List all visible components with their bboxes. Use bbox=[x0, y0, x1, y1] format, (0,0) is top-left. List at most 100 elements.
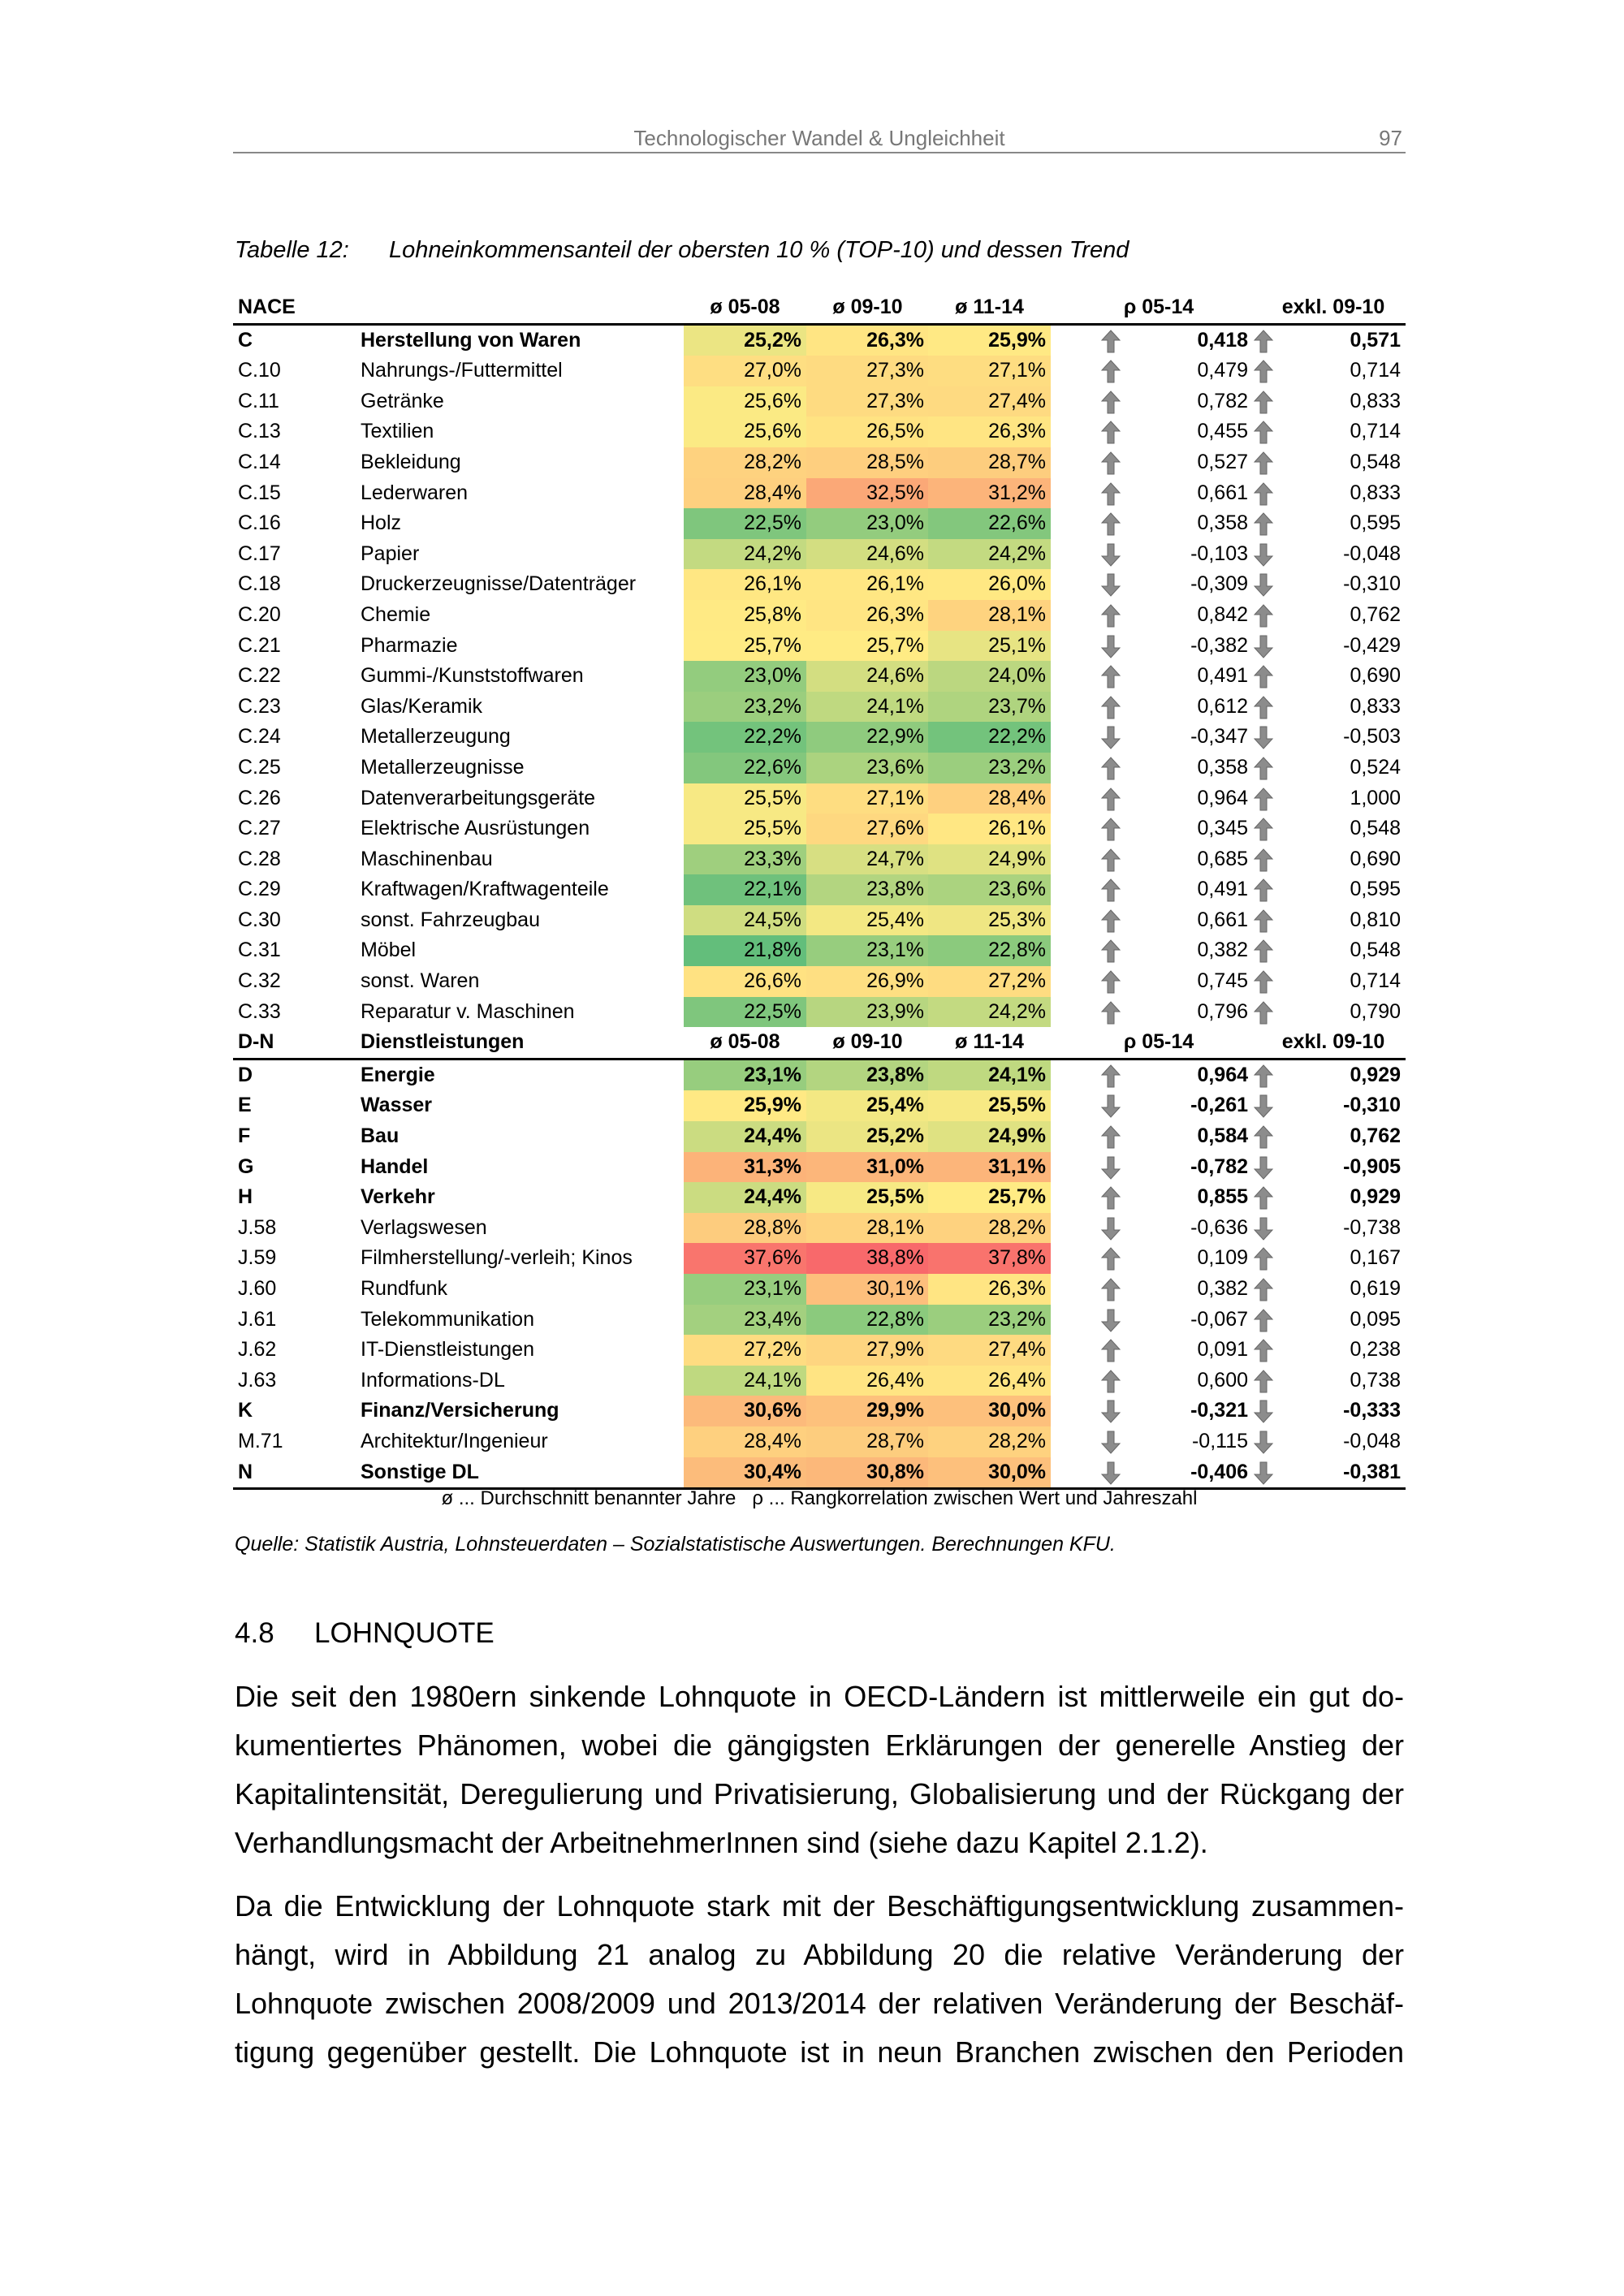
caption-text: Lohneinkommensanteil der obersten 10 % (… bbox=[389, 237, 1129, 263]
table-row: C.10 Nahrungs-/Futtermittel 27,0% 27,3% 27,1… bbox=[233, 356, 1406, 386]
sector-name: Elektrische Ausrüstungen bbox=[361, 817, 590, 840]
text-line: Kapitalintensität, Deregulierung und Pri… bbox=[235, 1777, 1404, 1810]
arrow-up-icon bbox=[1251, 844, 1276, 875]
running-head: Technologischer Wandel & Ungleichheit 97 bbox=[233, 126, 1406, 153]
column-header: ø 05-08 bbox=[710, 296, 780, 318]
section-title: LOHNQUOTE bbox=[314, 1617, 495, 1649]
arrow-up-icon bbox=[1251, 478, 1276, 509]
rho-value: -0,115 bbox=[1191, 1429, 1248, 1452]
rho-value: 0,091 bbox=[1197, 1338, 1248, 1362]
share-cell: 25,5% bbox=[684, 814, 806, 844]
nace-code: C.15 bbox=[238, 481, 281, 504]
section-heading: 4.8 LOHNQUOTE bbox=[235, 1617, 495, 1650]
nace-code: M.71 bbox=[238, 1429, 283, 1452]
arrow-up-icon bbox=[1251, 905, 1276, 936]
arrow-down-icon bbox=[1099, 631, 1123, 662]
nace-code: J.62 bbox=[238, 1338, 277, 1362]
share-cell: 27,1% bbox=[928, 356, 1051, 386]
share-cell: 30,0% bbox=[928, 1396, 1051, 1426]
share-cell: 28,7% bbox=[928, 447, 1051, 478]
share-cell: 26,9% bbox=[806, 966, 929, 997]
header-code: D-N bbox=[238, 1030, 274, 1054]
exkl-value: -0,310 bbox=[1343, 572, 1401, 596]
sector-name: Pharmazie bbox=[361, 633, 458, 657]
share-cell: 25,2% bbox=[684, 325, 806, 356]
rho-value: 0,612 bbox=[1197, 694, 1248, 718]
sector-name: Getränke bbox=[361, 389, 444, 412]
nace-code: K bbox=[238, 1399, 253, 1422]
share-cell: 26,3% bbox=[928, 416, 1051, 447]
rho-value: -0,103 bbox=[1190, 542, 1248, 565]
rho-value: 0,855 bbox=[1197, 1185, 1248, 1209]
arrow-up-icon bbox=[1099, 1366, 1123, 1396]
share-cell: 22,8% bbox=[806, 1304, 929, 1336]
nace-code: J.63 bbox=[238, 1368, 277, 1392]
arrow-up-icon bbox=[1099, 783, 1123, 814]
arrow-up-icon bbox=[1099, 966, 1123, 997]
nace-code: C bbox=[238, 328, 253, 352]
table-caption: Tabelle 12: Lohneinkommensanteil der ober… bbox=[235, 237, 1129, 264]
share-cell: 24,1% bbox=[928, 1060, 1051, 1091]
share-cell: 28,8% bbox=[684, 1212, 806, 1244]
arrow-up-icon bbox=[1251, 753, 1276, 783]
sector-name: Verkehr bbox=[361, 1185, 435, 1209]
exkl-value: 0,095 bbox=[1350, 1307, 1401, 1331]
arrow-up-icon bbox=[1251, 447, 1276, 478]
arrow-down-icon bbox=[1099, 569, 1123, 600]
exkl-value: 0,929 bbox=[1350, 1063, 1401, 1086]
share-cell: 28,2% bbox=[684, 447, 806, 478]
share-cell: 26,3% bbox=[806, 599, 929, 631]
share-cell: 32,5% bbox=[806, 477, 929, 509]
sector-name: Datenverarbeitungsgeräte bbox=[361, 786, 596, 809]
nace-code: C.22 bbox=[238, 664, 281, 688]
rho-value: 0,358 bbox=[1197, 511, 1248, 535]
share-cell: 25,7% bbox=[806, 630, 929, 662]
arrow-down-icon bbox=[1251, 1090, 1276, 1121]
rho-value: 0,491 bbox=[1197, 664, 1248, 688]
arrow-down-icon bbox=[1099, 1457, 1123, 1488]
share-cell: 25,2% bbox=[806, 1121, 929, 1152]
share-cell: 30,4% bbox=[684, 1457, 806, 1488]
table-row: J.61 Telekommunikation 23,4% 22,8% 23,2% -0,0… bbox=[233, 1304, 1406, 1336]
arrow-up-icon bbox=[1251, 1305, 1276, 1336]
sector-name: Informations-DL bbox=[361, 1368, 505, 1392]
table-row: C Herstellung von Waren 25,2% 26,3% 25,9% 0,4… bbox=[233, 325, 1406, 356]
share-cell: 26,5% bbox=[806, 416, 929, 447]
share-cell: 28,5% bbox=[806, 447, 929, 478]
exkl-value: 0,690 bbox=[1350, 847, 1401, 870]
rho-value: 0,584 bbox=[1197, 1124, 1248, 1148]
table-row: C.22 Gummi-/Kunststoffwaren 23,0% 24,6% 24,0… bbox=[233, 661, 1406, 692]
table-row: C.31 Möbel 21,8% 23,1% 22,8% 0,382 0,548 bbox=[233, 935, 1406, 967]
arrow-down-icon bbox=[1099, 1213, 1123, 1244]
share-cell: 22,2% bbox=[684, 722, 806, 753]
share-cell: 22,5% bbox=[684, 508, 806, 539]
share-cell: 24,5% bbox=[684, 904, 806, 936]
share-cell: 28,4% bbox=[684, 1426, 806, 1457]
rho-value: 0,600 bbox=[1197, 1368, 1248, 1392]
arrow-up-icon bbox=[1251, 814, 1276, 844]
table-row: C.16 Holz 22,5% 23,0% 22,6% 0,358 0,595 bbox=[233, 508, 1406, 539]
share-cell: 26,3% bbox=[806, 325, 929, 356]
arrow-up-icon bbox=[1251, 1366, 1276, 1396]
rho-value: 0,842 bbox=[1197, 602, 1248, 626]
share-cell: 28,2% bbox=[928, 1426, 1051, 1457]
share-cell: 22,2% bbox=[928, 722, 1051, 753]
arrow-up-icon bbox=[1099, 326, 1123, 356]
text-line: Lohnquote zwischen 2008/2009 und 2013/20… bbox=[235, 1987, 1404, 2020]
table-row: J.59 Filmherstellung/-verleih; Kinos 37,6%… bbox=[233, 1243, 1406, 1274]
exkl-value: 0,690 bbox=[1350, 664, 1401, 688]
arrow-up-icon bbox=[1099, 814, 1123, 844]
share-cell: 23,4% bbox=[684, 1304, 806, 1336]
arrow-up-icon bbox=[1099, 447, 1123, 478]
sector-name: Bekleidung bbox=[361, 450, 461, 473]
share-cell: 23,2% bbox=[684, 691, 806, 723]
sector-name: Nahrungs-/Futtermittel bbox=[361, 359, 563, 382]
share-cell: 25,6% bbox=[684, 416, 806, 447]
exkl-value: 0,167 bbox=[1350, 1246, 1401, 1270]
arrow-up-icon bbox=[1251, 386, 1276, 417]
share-cell: 27,1% bbox=[806, 783, 929, 814]
rho-value: 0,782 bbox=[1197, 389, 1248, 412]
table-row: N Sonstige DL 30,4% 30,8% 30,0% -0,406 -0,381 bbox=[233, 1457, 1406, 1488]
arrow-up-icon bbox=[1251, 1182, 1276, 1213]
arrow-up-icon bbox=[1251, 356, 1276, 386]
